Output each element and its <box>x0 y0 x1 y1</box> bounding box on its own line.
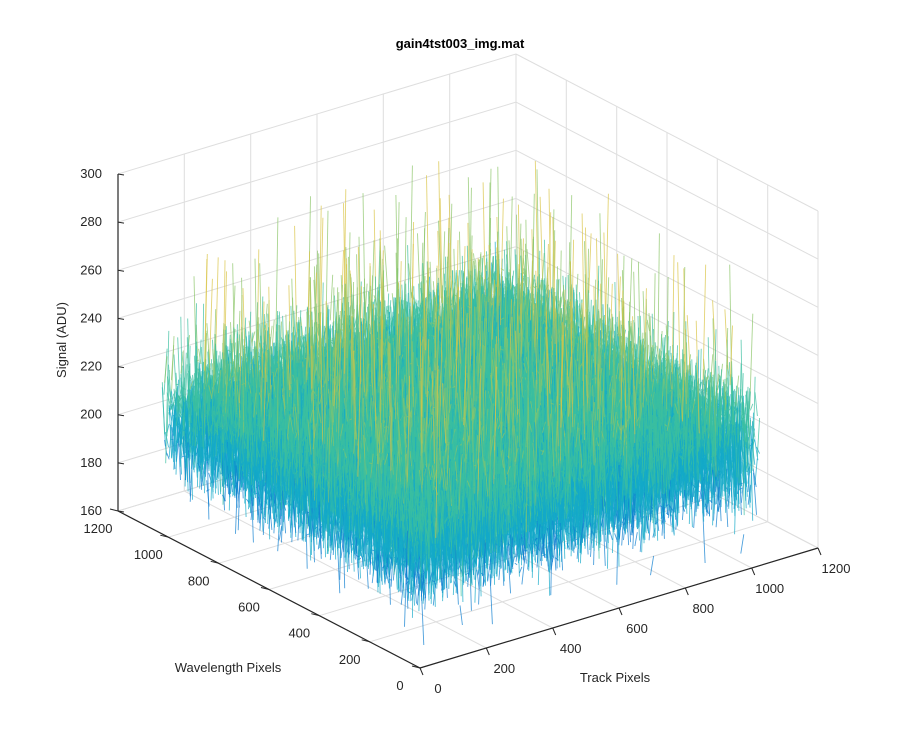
surface-segment <box>526 249 531 289</box>
back-wall-gridline <box>117 101 517 223</box>
surface-layer <box>161 160 761 646</box>
surface-segment <box>588 233 592 294</box>
floor-gridline <box>369 521 768 643</box>
surface-segment <box>541 252 545 291</box>
right-wall-gridline <box>515 149 819 308</box>
back-wall-gridline <box>117 53 517 175</box>
right-wall-gridline <box>515 53 819 212</box>
surface-segment <box>384 245 389 292</box>
right-wall-gridline <box>515 197 819 356</box>
back-wall-gridline <box>117 149 517 271</box>
right-wall-gridline <box>515 101 819 260</box>
right-wall-gridline <box>515 246 819 405</box>
